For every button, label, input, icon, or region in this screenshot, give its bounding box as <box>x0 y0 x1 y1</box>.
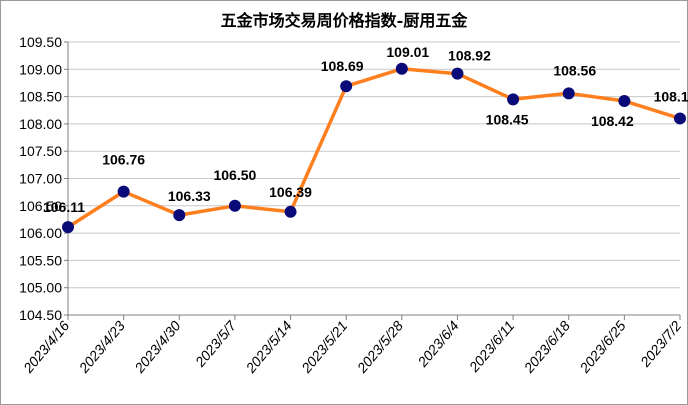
x-tick-label: 2023/6/11 <box>465 318 517 376</box>
data-label: 108.42 <box>591 113 634 129</box>
y-tick-label: 108.00 <box>19 116 62 132</box>
x-tick-label: 2023/7/2 <box>636 317 684 370</box>
x-tick-labels: 2023/4/16 2023/4/23 2023/4/30 2023/5/7 2023/… <box>19 317 684 377</box>
data-point <box>62 221 74 234</box>
axes <box>64 41 681 320</box>
y-tick-label: 106.50 <box>19 198 62 214</box>
data-label: 109.01 <box>386 44 429 60</box>
series-line <box>66 67 682 229</box>
data-point <box>340 80 353 93</box>
y-tick-labels: 104.50 105.00 105.50 106.00 106.50 107.00 107.… <box>19 34 62 323</box>
data-point <box>173 209 186 222</box>
x-tick-label: 2023/5/21 <box>298 318 351 377</box>
data-label: 106.33 <box>168 188 211 204</box>
y-tick-label: 105.50 <box>19 252 62 268</box>
data-point <box>451 67 464 80</box>
data-label: 106.50 <box>213 167 256 183</box>
x-tick-label: 2023/6/25 <box>576 317 629 376</box>
data-label: 108.69 <box>321 58 364 74</box>
data-label: 108.45 <box>486 111 529 127</box>
data-label: 106.76 <box>102 152 145 168</box>
data-point <box>562 87 575 100</box>
x-tick-label: 2023/5/7 <box>191 317 240 371</box>
data-point <box>674 112 686 125</box>
data-label: 106.11 <box>43 199 85 215</box>
y-tick-label: 109.00 <box>19 61 62 77</box>
data-point <box>117 185 130 198</box>
data-point <box>395 62 408 75</box>
x-tick-label: 2023/4/30 <box>131 317 184 376</box>
grid-lines <box>68 41 680 316</box>
x-tick-label: 2023/6/18 <box>520 317 573 376</box>
x-tick-label: 2023/4/23 <box>75 317 128 376</box>
data-point <box>618 94 631 107</box>
y-tick-label: 107.50 <box>19 143 62 159</box>
x-tick-label: 2023/6/4 <box>414 317 462 370</box>
x-tick-label: 2023/4/16 <box>19 317 72 376</box>
data-label: 108.56 <box>553 62 596 78</box>
data-point <box>284 205 297 218</box>
series-group <box>62 62 686 234</box>
y-tick-label: 107.00 <box>19 171 62 187</box>
y-tick-label: 109.50 <box>19 34 62 50</box>
data-label: 106.39 <box>269 184 312 200</box>
chart-title: 五金市场交易周价格指数-厨用五金 <box>220 11 468 30</box>
x-tick-label: 2023/5/14 <box>242 317 295 376</box>
x-tick-label: 2023/5/28 <box>353 317 406 376</box>
data-label: 108.92 <box>448 48 491 64</box>
data-label: 108.10 <box>654 88 688 104</box>
data-point <box>507 93 520 106</box>
data-point <box>228 199 241 212</box>
y-tick-label: 108.50 <box>19 89 62 105</box>
y-tick-label: 104.50 <box>19 307 62 323</box>
y-tick-label: 106.00 <box>19 225 62 241</box>
y-tick-label: 105.00 <box>19 280 62 296</box>
